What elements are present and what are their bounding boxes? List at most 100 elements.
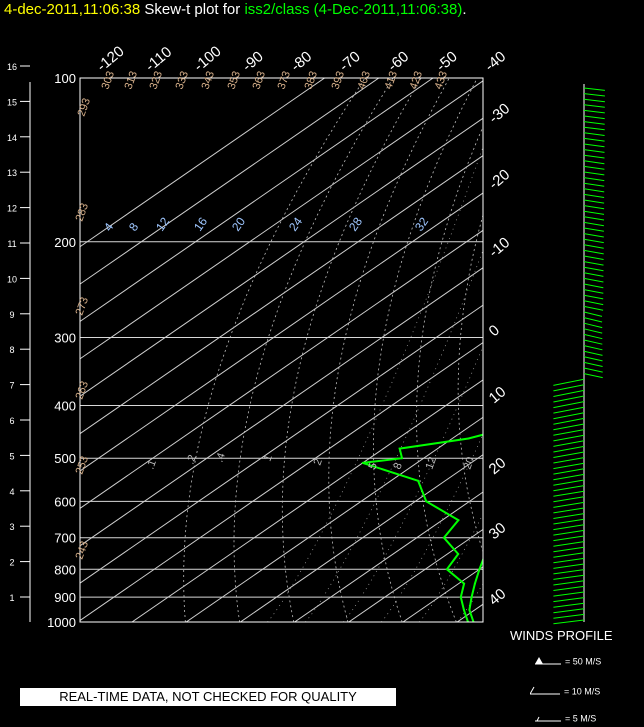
- dry-adiabat-313: [537, 78, 619, 622]
- wind-barb-6: [583, 121, 605, 125]
- wind-barb-12: [583, 154, 605, 159]
- isotherm--50: [131, 379, 483, 622]
- wind-barb-76: [553, 513, 585, 519]
- dry-adiabat-label-263: 263: [74, 380, 92, 401]
- wind-barb-10: [583, 143, 605, 148]
- wind-barb-27: [583, 238, 604, 244]
- wind-barb-61: [553, 429, 585, 436]
- wind-barb-78: [553, 524, 585, 531]
- dewpoint-point-17: [517, 366, 519, 368]
- wind-barb-28: [583, 244, 604, 249]
- dry-adiabat-label-413: 413: [383, 70, 401, 91]
- isotherm--10: [348, 528, 483, 622]
- wind-barb-66: [553, 457, 585, 464]
- dry-adiabat-label-423: 423: [408, 70, 426, 91]
- wind-barb-65: [553, 451, 585, 458]
- wind-barb-35: [583, 283, 604, 289]
- height-label-10: 10: [7, 274, 17, 284]
- wind-legend-50-label: = 50 M/S: [565, 656, 602, 667]
- moist-adiabat-2: [343, 345, 483, 622]
- wind-barb-14: [583, 165, 605, 170]
- wind-barb-38: [583, 300, 604, 306]
- wind-barb-41: [583, 317, 603, 323]
- wind-barb-64: [553, 445, 585, 453]
- isotherm--30: [240, 454, 483, 622]
- dry-adiabat-label-293: 293: [76, 97, 94, 118]
- dewpoint-trace: [362, 433, 483, 622]
- temperature-point-1: [468, 608, 471, 611]
- dry-adiabat-label-243: 243: [74, 540, 92, 561]
- dewpoint-point-10: [361, 461, 364, 464]
- moist-adiabat-4: [419, 513, 483, 622]
- wind-barb-36: [583, 289, 604, 294]
- dewpoint-point-24: [596, 188, 598, 190]
- height-label-1: 1: [9, 593, 14, 603]
- wind-barb-7: [583, 126, 605, 131]
- mixing-ratio-label-4: 2: [312, 457, 325, 467]
- temperature-point-11: [551, 432, 553, 434]
- dry-adiabat-label-383: 383: [303, 70, 321, 91]
- dewpoint-point-25: [626, 157, 628, 159]
- dry-adiabat-label-303: 303: [100, 70, 118, 91]
- isotherm--70: [80, 304, 483, 584]
- pressure-label-800: 800: [54, 562, 76, 577]
- isotherm--60: [80, 341, 483, 622]
- temperature-point-7: [501, 519, 503, 521]
- wind-barb-46: [583, 345, 603, 351]
- barb-10-icon: [529, 686, 560, 695]
- dry-adiabat-label-363: 363: [251, 70, 269, 91]
- wind-barb-43: [583, 328, 603, 334]
- wind-barb-39: [583, 305, 604, 311]
- wind-barb-9: [583, 137, 605, 142]
- wind-barb-47: [583, 350, 603, 356]
- dry-adiabat-323: [575, 78, 644, 622]
- isotherm--150: [80, 78, 380, 285]
- wind-barb-75: [553, 507, 585, 514]
- wind-barb-3: [583, 104, 605, 108]
- sounding-traces: [361, 157, 628, 622]
- mixing-ratio-label-8: 20: [462, 455, 477, 471]
- wind-barb-48: [583, 356, 603, 362]
- temperature-point-4: [478, 568, 481, 571]
- pressure-label-700: 700: [54, 531, 76, 546]
- wind-barb-67: [553, 462, 585, 470]
- wind-barb-29: [583, 249, 604, 255]
- height-label-13: 13: [7, 168, 17, 178]
- dry-adiabat-label-353: 353: [226, 70, 244, 91]
- height-label-9: 9: [9, 310, 14, 320]
- dry-adiabat-253: [281, 78, 422, 622]
- dry-adiabat-263: [328, 78, 450, 622]
- wind-barb-83: [553, 552, 585, 558]
- wind-barb-68: [553, 468, 585, 475]
- height-label-15: 15: [7, 97, 17, 107]
- dewpoint-point-23: [572, 216, 574, 218]
- header-timestamp: 4-dec-2011,11:06:38: [4, 1, 141, 18]
- wind-barb-11: [583, 149, 605, 153]
- wind-barb-20: [583, 199, 605, 204]
- wind-barb-55: [553, 395, 585, 403]
- pressure-label-200: 200: [54, 235, 76, 250]
- height-label-14: 14: [7, 133, 17, 143]
- moist-adiabat-label-4: 4: [101, 220, 116, 234]
- isotherm--140: [80, 78, 434, 323]
- wind-barb-72: [553, 490, 585, 497]
- wind-barb-69: [553, 473, 585, 481]
- barb-5-icon: [535, 716, 561, 722]
- right-temp-label-2: -10: [486, 234, 514, 261]
- dewpoint-point-11: [401, 457, 403, 460]
- right-temp-label-3: 0: [486, 322, 503, 340]
- skew-t-grid: [80, 78, 644, 622]
- dewpoint-point-13: [467, 437, 470, 440]
- plot-frame: [79, 77, 484, 623]
- wind-barb-85: [553, 563, 585, 569]
- wind-barb-62: [553, 434, 585, 442]
- dewpoint-point-19: [542, 312, 544, 314]
- moist-adiabat-5: [456, 583, 483, 622]
- height-label-8: 8: [9, 345, 14, 355]
- wind-barb-93: [553, 608, 585, 614]
- wind-barb-45: [583, 339, 603, 345]
- wind-barb-15: [583, 171, 605, 176]
- right-temp-label-5: 20: [486, 454, 510, 478]
- wind-barb-77: [553, 518, 585, 525]
- temperature-point-3: [473, 582, 476, 585]
